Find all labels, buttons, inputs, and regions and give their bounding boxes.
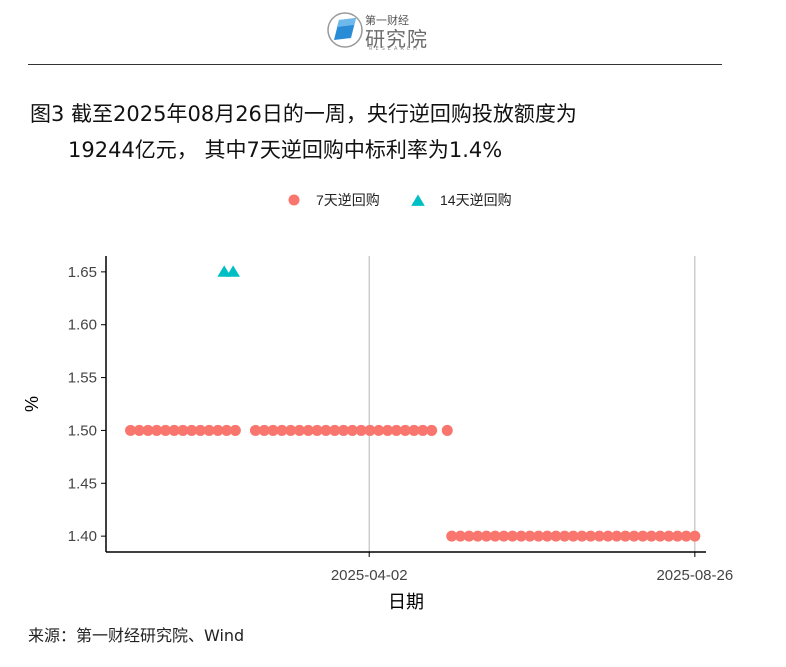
y-axis-label: % [22, 396, 42, 412]
data-point [276, 424, 288, 436]
data-point [373, 424, 385, 436]
logo-en-text: RESEARCH [369, 46, 420, 52]
data-point [133, 424, 145, 436]
data-point [311, 424, 323, 436]
data-point [338, 424, 350, 436]
data-point [663, 530, 675, 542]
y-tick-label: 1.45 [68, 475, 97, 492]
data-point [177, 424, 189, 436]
legend-marker-triangle [411, 194, 425, 206]
data-point [186, 424, 198, 436]
data-point [559, 530, 571, 542]
data-point [611, 530, 623, 542]
logo-small-text: 第一财经 [365, 14, 409, 27]
data-point [446, 530, 458, 542]
data-point [645, 530, 657, 542]
chart-axes: 1.40 1.45 1.50 1.55 1.60 1.65 2025-04-02 2025-0… [68, 256, 733, 584]
data-point [671, 530, 683, 542]
y-tick-label: 1.60 [68, 317, 97, 334]
data-point [524, 530, 536, 542]
data-point [212, 424, 224, 436]
data-point [628, 530, 640, 542]
data-point [151, 424, 163, 436]
series-1 [125, 424, 701, 542]
header-divider [28, 64, 722, 65]
data-point [489, 530, 501, 542]
data-point [346, 424, 358, 436]
data-point [229, 424, 241, 436]
data-point [472, 530, 484, 542]
data-point [680, 530, 692, 542]
x-axis-label: 日期 [388, 592, 424, 612]
data-point [593, 530, 605, 542]
data-point [364, 424, 376, 436]
x-tick-label: 2025-04-02 [331, 567, 408, 584]
chart-marks [125, 265, 701, 542]
data-point [399, 424, 411, 436]
data-point [382, 424, 394, 436]
data-point [654, 530, 666, 542]
y-tick-label: 1.50 [68, 422, 97, 439]
legend: 7天逆回购 14天逆回购 [288, 192, 512, 208]
data-point [194, 424, 206, 436]
data-point [355, 424, 367, 436]
data-point [267, 424, 279, 436]
data-point [302, 424, 314, 436]
data-point [602, 530, 614, 542]
logo-big-text: 研究院 [365, 27, 428, 51]
data-point [408, 424, 420, 436]
data-point [463, 530, 475, 542]
data-point [390, 424, 402, 436]
data-point [507, 530, 519, 542]
data-point [533, 530, 545, 542]
chart-gridlines [368, 256, 696, 552]
data-point [417, 424, 429, 436]
data-point [285, 424, 297, 436]
figure-title-line1: 图3 截至2025年08月26日的一周，央行逆回购投放额度为 [30, 102, 577, 126]
data-point [159, 424, 171, 436]
data-point [329, 424, 341, 436]
data-point [480, 530, 492, 542]
data-point [619, 530, 631, 542]
y-tick-label: 1.55 [68, 370, 97, 387]
data-point [515, 530, 527, 542]
legend-label: 14天逆回购 [440, 192, 512, 208]
data-point [142, 424, 154, 436]
series-2 [217, 265, 240, 277]
data-point [203, 424, 215, 436]
data-point [293, 424, 305, 436]
data-point [567, 530, 579, 542]
data-point [637, 530, 649, 542]
data-point [576, 530, 588, 542]
figure-title-line2: 19244亿元， 其中7天逆回购中标利率为1.4% [68, 138, 503, 162]
data-point [441, 424, 453, 436]
data-point [320, 424, 332, 436]
legend-label: 7天逆回购 [316, 192, 380, 208]
data-point [249, 424, 261, 436]
data-point [541, 530, 553, 542]
x-tick-label: 2025-08-26 [656, 567, 733, 584]
data-point [217, 265, 232, 277]
logo: 第一财经 研究院 RESEARCH [325, 8, 435, 52]
data-point [226, 265, 240, 277]
y-tick-label: 1.40 [68, 528, 97, 545]
legend-marker-circle [288, 194, 300, 206]
data-point [258, 424, 270, 436]
data-point [426, 424, 438, 436]
data-point [585, 530, 597, 542]
data-point [689, 530, 701, 542]
data-point [498, 530, 510, 542]
data-point [454, 530, 466, 542]
source-note: 来源：第一财经研究院、Wind [28, 626, 245, 645]
y-tick-label: 1.65 [68, 264, 97, 281]
data-point [125, 424, 137, 436]
logo-mark-icon [327, 12, 363, 48]
data-point [221, 424, 233, 436]
data-point [168, 424, 180, 436]
data-point [550, 530, 562, 542]
